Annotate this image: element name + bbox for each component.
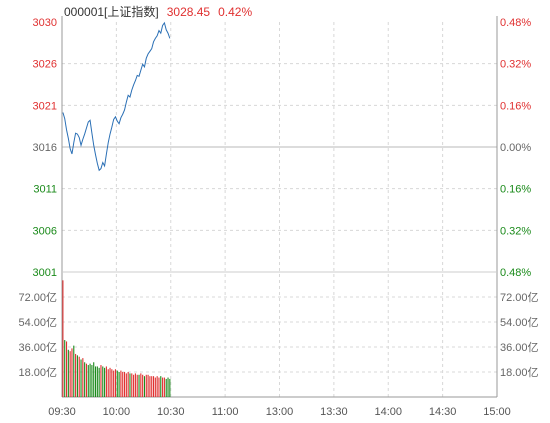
price-tick-label: 3030 — [33, 17, 57, 29]
volume-tick-label: 72.00亿 — [18, 291, 57, 304]
percent-tick-label: 0.32% — [500, 59, 531, 71]
volume-tick-label-right: 36.00亿 — [500, 341, 539, 354]
time-tick-label: 10:00 — [103, 406, 131, 418]
price-tick-label: 3001 — [33, 267, 57, 279]
volume-tick-label-right: 72.00亿 — [500, 291, 539, 304]
time-tick-label: 14:30 — [429, 406, 457, 418]
percent-tick-label: 0.32% — [500, 225, 531, 237]
volume-tick-label: 36.00亿 — [18, 341, 57, 354]
time-tick-label: 15:00 — [483, 406, 511, 418]
percent-tick-label: 0.16% — [500, 100, 531, 112]
percent-tick-label: 0.48% — [500, 267, 531, 279]
price-tick-label: 3016 — [33, 142, 57, 154]
time-tick-label: 13:00 — [266, 406, 294, 418]
price-tick-label: 3021 — [33, 100, 57, 112]
chart-header: 000001[上证指数] 3028.45 0.42% — [64, 3, 260, 20]
index-code-label: 000001[上证指数] — [64, 5, 159, 19]
volume-tick-label-right: 54.00亿 — [500, 316, 539, 329]
time-tick-label: 10:30 — [157, 406, 185, 418]
price-tick-label: 3006 — [33, 225, 57, 237]
price-line — [62, 21, 171, 172]
percent-tick-label: 0.16% — [500, 184, 531, 196]
volume-tick-label: 18.00亿 — [18, 366, 57, 379]
percent-tick-label: 0.48% — [500, 17, 531, 29]
time-tick-label: 14:00 — [374, 406, 402, 418]
time-tick-label: 13:30 — [320, 406, 348, 418]
price-tick-label: 3011 — [33, 184, 57, 196]
volume-tick-label-right: 18.00亿 — [500, 366, 539, 379]
change-percent: 0.42% — [218, 5, 253, 19]
price-tick-label: 3026 — [33, 59, 57, 71]
percent-tick-label: 0.00% — [500, 142, 531, 154]
time-tick-label: 09:30 — [48, 406, 76, 418]
volume-tick-label: 54.00亿 — [18, 316, 57, 329]
current-price: 3028.45 — [166, 5, 211, 19]
time-tick-label: 11:00 — [212, 406, 239, 418]
